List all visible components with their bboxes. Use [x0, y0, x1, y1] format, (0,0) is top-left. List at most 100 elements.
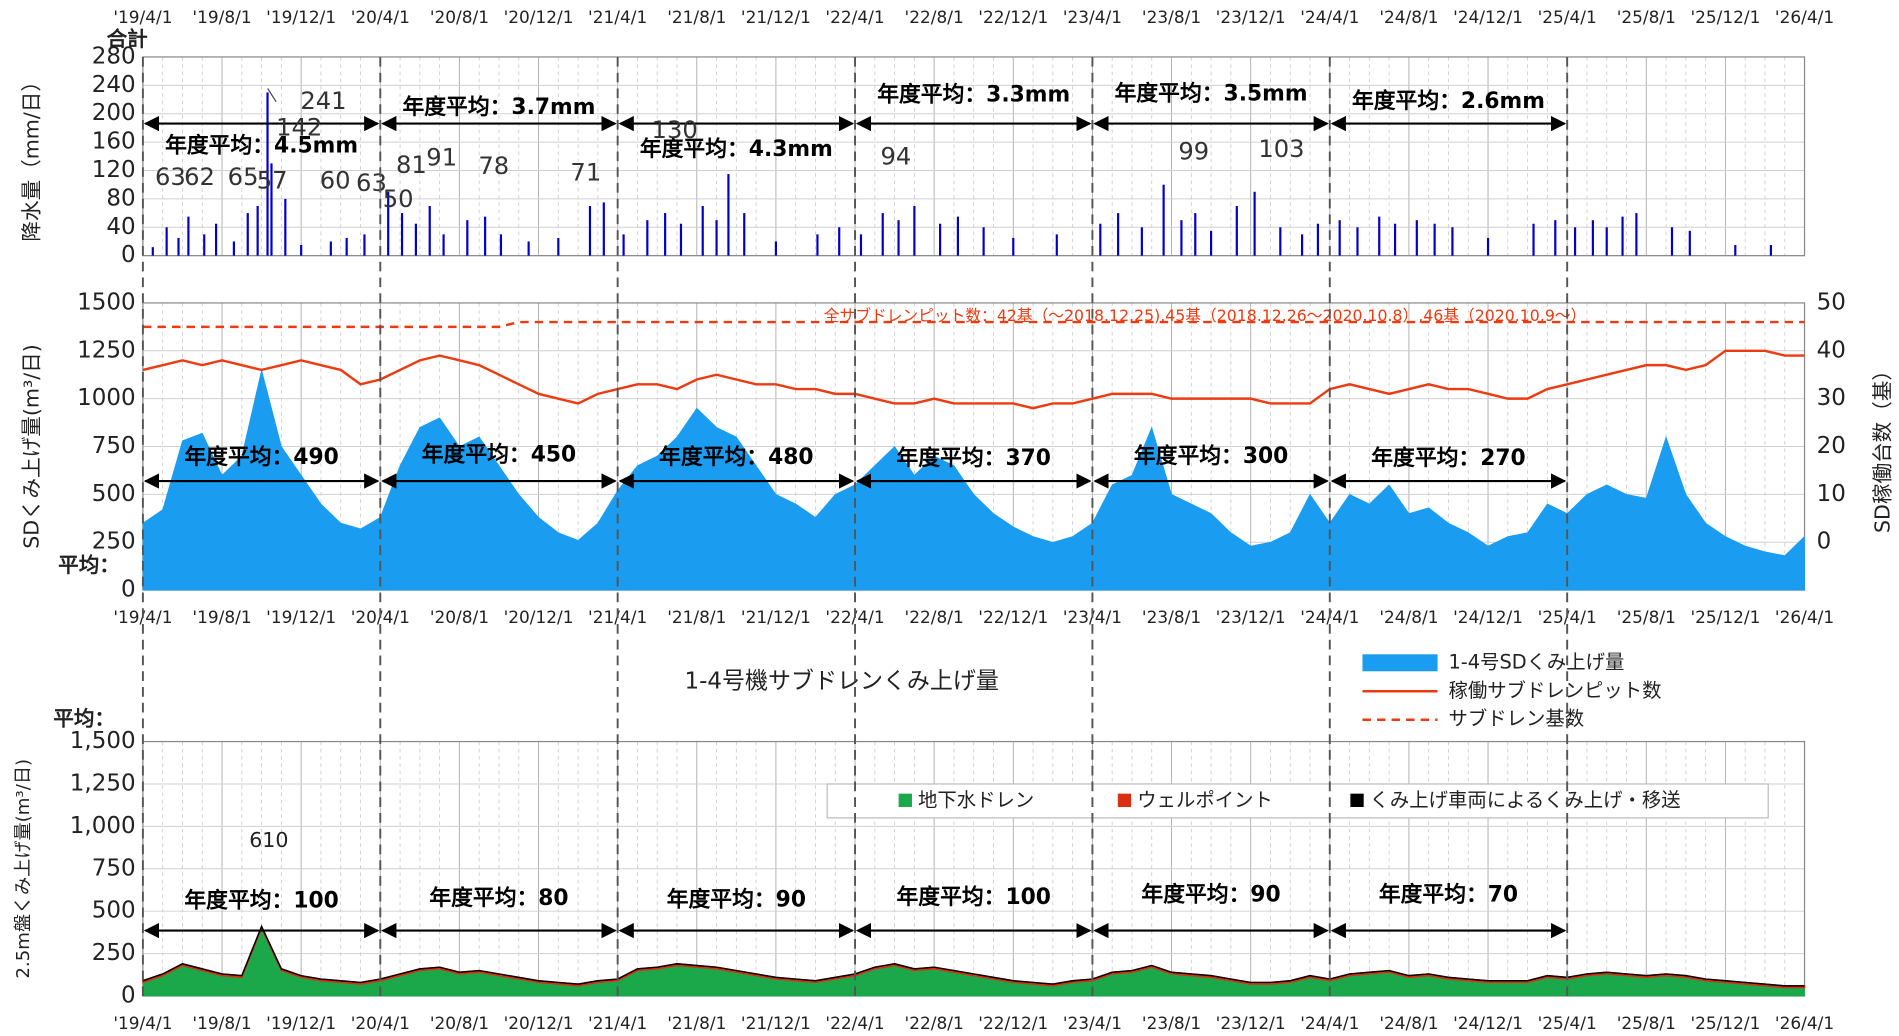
x-tick-label: '26/4/1	[1775, 7, 1834, 27]
peak-annotation: 142	[276, 113, 322, 141]
y2-axis-label: SD稼働台数（基）	[1870, 360, 1894, 533]
x-tick-label: '25/8/1	[1617, 1013, 1676, 1033]
bar	[1734, 245, 1737, 256]
bar	[1621, 216, 1624, 256]
period-label: 年度平均：270	[1371, 445, 1525, 471]
bar	[816, 234, 819, 256]
bar	[232, 241, 235, 256]
y-tick-label: 240	[92, 72, 136, 98]
period-label: 年度平均：100	[184, 887, 338, 913]
peak-annotation: 62	[184, 163, 215, 191]
bar	[1415, 220, 1418, 256]
x-tick-label: '25/8/1	[1617, 607, 1676, 627]
x-tick-label: '23/8/1	[1142, 1013, 1201, 1033]
bar	[982, 227, 985, 256]
legend-swatch	[1117, 793, 1132, 807]
y-tick-label: 0	[121, 242, 136, 268]
y-tick-label: 1000	[77, 385, 136, 411]
peak-annotation: 63	[356, 169, 387, 197]
peak-annotation: 60	[320, 167, 351, 195]
x-tick-label: '19/8/1	[192, 607, 251, 627]
area	[142, 369, 1805, 591]
bar	[284, 198, 287, 256]
x-tick-label: '24/4/1	[1300, 7, 1359, 27]
area	[142, 924, 1805, 987]
bar	[1433, 223, 1436, 256]
y-tick-label: 500	[92, 481, 136, 507]
x-tick-label: '23/12/1	[1216, 7, 1286, 27]
bar	[715, 220, 718, 256]
period-label: 年度平均：90	[667, 886, 806, 912]
legend-box	[826, 783, 1769, 819]
peak-annotation: 50	[383, 185, 414, 213]
bar	[913, 205, 916, 256]
x-tick-label: '20/12/1	[504, 1013, 574, 1033]
period-label: 年度平均：90	[1141, 881, 1280, 907]
bar	[1316, 223, 1320, 256]
x-tick-label: '24/4/1	[1300, 1013, 1359, 1033]
period-label: 年度平均：4.5mm	[165, 133, 358, 159]
y-tick-label: 280	[92, 43, 136, 69]
bar	[442, 234, 445, 256]
bar	[256, 205, 259, 256]
x-tick-label: '20/4/1	[351, 7, 410, 27]
y2-tick-label: 50	[1817, 289, 1846, 315]
legend-swatch	[1362, 654, 1438, 672]
x-tick-label: '25/12/1	[1690, 7, 1760, 27]
x-tick-label: '20/12/1	[504, 607, 574, 627]
x-tick-label: '21/12/1	[741, 7, 811, 27]
x-tick-label: '24/12/1	[1453, 607, 1523, 627]
annotation-leader	[267, 88, 277, 103]
bar	[300, 245, 303, 256]
x-tick-label: '20/8/1	[430, 1013, 489, 1033]
bar	[246, 213, 249, 256]
x-tick-label: '22/12/1	[978, 1013, 1048, 1033]
avg-label: 平均：	[53, 707, 115, 731]
period-label: 年度平均：480	[659, 444, 813, 470]
y-tick-label: 0	[121, 983, 136, 1009]
bar	[165, 227, 168, 256]
legend-label: くみ上げ車両によるくみ上げ・移送	[1370, 788, 1681, 811]
bar	[602, 202, 605, 256]
legend-swatch	[1350, 793, 1364, 807]
bar	[939, 223, 942, 256]
y2-tick-label: 40	[1817, 337, 1846, 363]
y-axis-label: 降水量（mm/日）	[20, 71, 44, 242]
bar	[774, 241, 777, 256]
period-label: 年度平均：3.5mm	[1115, 81, 1308, 107]
bar	[345, 237, 348, 256]
legend-label: サブドレン基数	[1448, 707, 1584, 730]
x-tick-label: '21/8/1	[667, 7, 726, 27]
bar	[1210, 230, 1213, 256]
y2-tick-label: 10	[1817, 481, 1846, 507]
bar	[363, 234, 366, 256]
bar	[1635, 213, 1638, 256]
x-tick-label: '20/8/1	[430, 607, 489, 627]
bar	[1605, 227, 1608, 256]
bar	[1573, 227, 1577, 256]
y-tick-label: 80	[106, 185, 135, 211]
bar	[1140, 227, 1143, 256]
x-tick-label: '21/12/1	[741, 1013, 811, 1033]
bar	[588, 205, 592, 256]
y-axis-label: 2.5m盤くみ上げ量(m³/日)	[13, 759, 34, 979]
peak-annotation: 65	[228, 163, 259, 191]
y-tick-label: 200	[92, 100, 136, 126]
x-tick-label: '19/4/1	[113, 1013, 172, 1033]
period-label: 年度平均：3.7mm	[402, 94, 595, 120]
peak-annotation: 63	[155, 163, 186, 191]
x-tick-label: '26/4/1	[1775, 1013, 1834, 1033]
x-tick-label: '19/4/1	[113, 7, 172, 27]
legend-swatch	[898, 793, 912, 807]
legend-label: 稼働サブドレンピット数	[1448, 679, 1661, 702]
y-tick-label: 160	[92, 129, 136, 155]
x-tick-label: '19/12/1	[266, 1013, 336, 1033]
bar	[897, 220, 900, 256]
x-tick-label: '20/4/1	[351, 1013, 410, 1033]
bar	[177, 237, 180, 256]
y-tick-label: 250	[92, 940, 136, 966]
bar	[1591, 220, 1594, 256]
bar	[646, 220, 649, 256]
peak-annotation: 99	[1178, 138, 1209, 166]
bar	[215, 223, 218, 256]
